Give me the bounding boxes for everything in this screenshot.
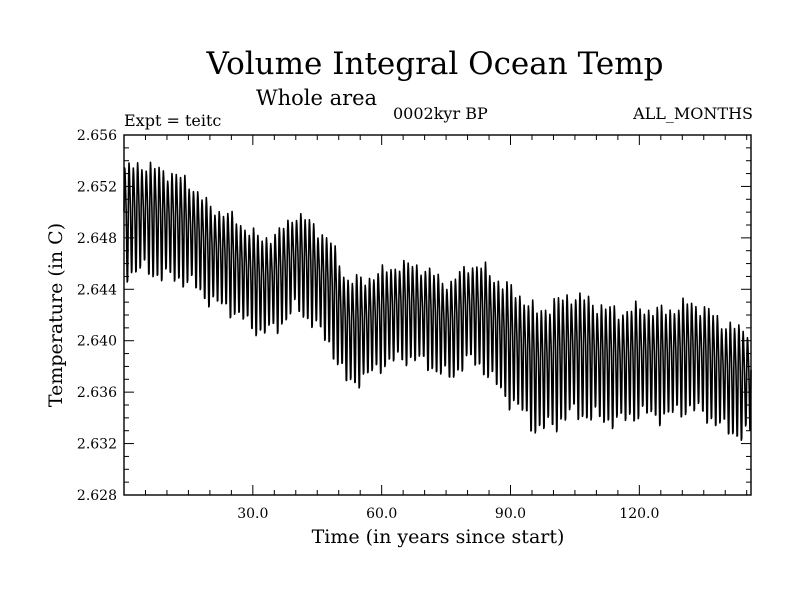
y-tick-label: 2.640 — [77, 334, 117, 350]
plot-frame — [123, 134, 752, 496]
y-tick-label: 2.628 — [77, 488, 117, 504]
y-axis-label: Temperature (in C) — [45, 223, 67, 407]
y-tick-label: 2.656 — [77, 128, 117, 144]
period-label: 0002kyr BP — [393, 104, 488, 123]
x-tick-label: 90.0 — [495, 506, 526, 522]
months-label: ALL_MONTHS — [633, 104, 753, 123]
x-tick-label: 60.0 — [366, 506, 397, 522]
y-tick-label: 2.632 — [77, 437, 117, 453]
x-axis-label: Time (in years since start) — [312, 526, 565, 548]
y-tick-label: 2.636 — [77, 385, 117, 401]
chart-subtitle: Whole area — [256, 86, 378, 110]
x-tick-label: 30.0 — [237, 506, 268, 522]
y-tick-label: 2.648 — [77, 231, 117, 247]
y-tick-label: 2.644 — [77, 282, 117, 298]
x-tick-label: 120.0 — [619, 506, 659, 522]
series-line-ocean-temp — [123, 161, 752, 442]
experiment-label: Expt = teitc — [124, 111, 222, 130]
y-tick-label: 2.652 — [77, 179, 117, 195]
chart-title: Volume Integral Ocean Temp — [206, 46, 664, 82]
